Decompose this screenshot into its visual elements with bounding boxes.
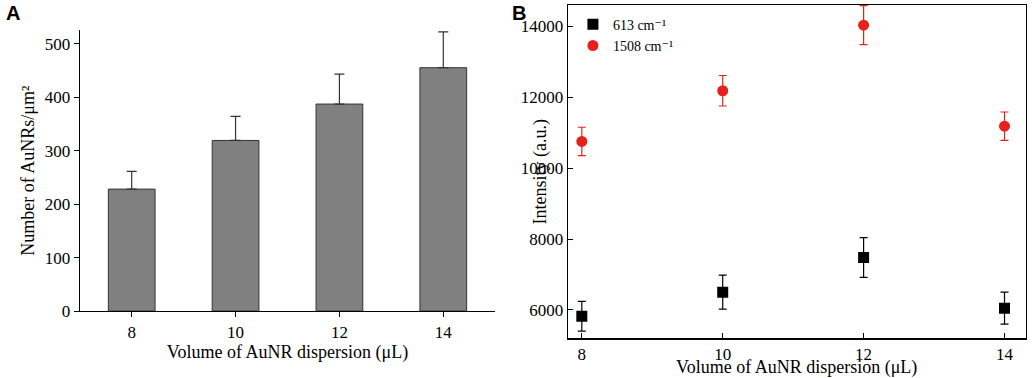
svg-text:8: 8: [127, 323, 136, 342]
svg-text:Number of AuNRs/μm²: Number of AuNRs/μm²: [18, 86, 38, 256]
svg-text:12000: 12000: [521, 88, 564, 107]
svg-text:8: 8: [578, 345, 587, 364]
svg-text:8000: 8000: [529, 230, 563, 249]
svg-text:A: A: [6, 2, 20, 24]
svg-text:Volume of AuNR dispersion (μL): Volume of AuNR dispersion (μL): [167, 342, 408, 363]
svg-text:200: 200: [45, 195, 71, 214]
svg-text:14000: 14000: [521, 17, 564, 36]
svg-text:6000: 6000: [529, 301, 563, 320]
svg-text:1508 cm⁻¹: 1508 cm⁻¹: [613, 39, 673, 54]
svg-text:10: 10: [227, 323, 244, 342]
svg-text:100: 100: [45, 249, 71, 268]
svg-text:14: 14: [435, 323, 453, 342]
svg-text:500: 500: [45, 35, 71, 54]
svg-text:B: B: [512, 2, 526, 24]
svg-text:10: 10: [714, 345, 731, 364]
svg-text:300: 300: [45, 142, 71, 161]
svg-text:12: 12: [855, 345, 872, 364]
svg-text:400: 400: [45, 88, 71, 107]
svg-text:Volume of AuNR dispersion (μL): Volume of AuNR dispersion (μL): [676, 357, 917, 378]
svg-text:613 cm⁻¹: 613 cm⁻¹: [613, 18, 666, 33]
svg-text:10000: 10000: [521, 159, 564, 178]
svg-text:14: 14: [996, 345, 1014, 364]
svg-text:12: 12: [331, 323, 348, 342]
svg-text:0: 0: [62, 302, 71, 321]
svg-text:Intensity (a.u.): Intensity (a.u.): [530, 119, 551, 224]
